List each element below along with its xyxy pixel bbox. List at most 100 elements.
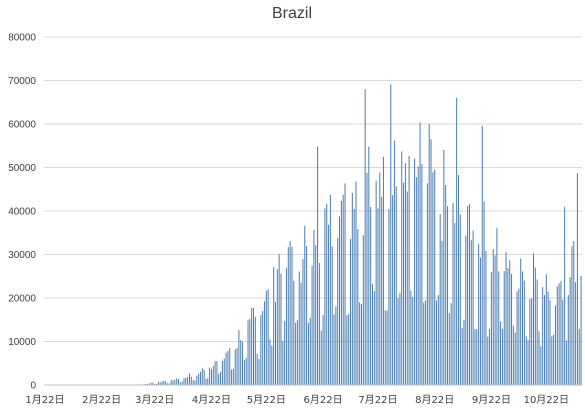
- bar: [558, 283, 560, 385]
- bar: [344, 183, 346, 385]
- bar: [452, 202, 454, 385]
- bar: [302, 259, 304, 385]
- bar: [512, 325, 514, 385]
- bar: [187, 377, 189, 385]
- bar: [339, 216, 341, 385]
- bar: [161, 381, 163, 385]
- bar: [282, 340, 284, 385]
- bar: [198, 373, 200, 385]
- bar: [284, 321, 286, 385]
- bar: [432, 172, 434, 385]
- bar: [285, 267, 287, 385]
- bar: [468, 204, 470, 385]
- bar: [430, 139, 432, 385]
- bar: [414, 158, 416, 385]
- bar: [536, 279, 538, 385]
- bar: [357, 229, 359, 385]
- bar: [296, 320, 298, 385]
- bar: [368, 146, 370, 385]
- bar: [425, 300, 427, 385]
- bar: [500, 321, 502, 385]
- bar: [463, 319, 465, 385]
- bar: [545, 274, 547, 385]
- bar: [437, 294, 439, 385]
- bar: [531, 298, 533, 385]
- y-tick-label: 50000: [8, 163, 36, 174]
- bar: [165, 381, 167, 385]
- bar: [172, 380, 174, 385]
- bar: [410, 290, 412, 385]
- bar: [445, 184, 447, 385]
- bar: [307, 322, 309, 385]
- y-tick-label: 30000: [8, 250, 36, 261]
- bar: [317, 146, 319, 385]
- y-tick-label: 70000: [8, 76, 36, 87]
- bar: [212, 366, 214, 385]
- y-tick-label: 80000: [8, 33, 36, 44]
- bar: [146, 383, 148, 385]
- bar: [479, 257, 481, 385]
- bar: [254, 316, 256, 385]
- bar: [223, 358, 225, 385]
- bar: [145, 383, 147, 385]
- bar: [333, 314, 335, 385]
- bar: [472, 230, 474, 385]
- bar: [542, 287, 544, 385]
- bar: [148, 383, 150, 385]
- bar: [159, 382, 161, 385]
- bar: [571, 246, 573, 385]
- bar: [190, 376, 192, 385]
- bar: [203, 369, 205, 385]
- bar: [238, 330, 240, 385]
- bar: [170, 379, 172, 385]
- bar: [474, 329, 476, 385]
- bar: [231, 369, 233, 385]
- bar: [371, 284, 373, 385]
- bar: [227, 350, 229, 385]
- bar: [360, 304, 362, 385]
- bar: [298, 271, 300, 385]
- bar: [461, 327, 463, 385]
- bar: [534, 267, 536, 385]
- bar: [514, 332, 516, 385]
- bar: [573, 241, 575, 385]
- bar: [578, 328, 580, 385]
- bar: [379, 172, 381, 385]
- bar: [490, 272, 492, 385]
- bar: [564, 206, 566, 385]
- y-tick-label: 40000: [8, 207, 36, 218]
- bar: [406, 191, 408, 385]
- x-tick-label: 4月22日: [192, 394, 231, 406]
- bar: [264, 301, 266, 385]
- bar: [304, 225, 306, 385]
- bar: [457, 175, 459, 385]
- bar: [351, 192, 353, 385]
- bar: [476, 329, 478, 385]
- bar: [178, 379, 180, 385]
- bar: [494, 255, 496, 385]
- bar: [373, 290, 375, 385]
- bar: [271, 345, 273, 385]
- bar: [278, 253, 280, 385]
- bar: [443, 150, 445, 385]
- bar: [580, 275, 582, 385]
- bar: [382, 156, 384, 385]
- bar: [569, 277, 571, 385]
- bar: [377, 208, 379, 385]
- bar: [179, 382, 181, 385]
- bar: [489, 328, 491, 385]
- bar: [306, 246, 308, 385]
- bar: [487, 336, 489, 385]
- bar: [553, 334, 555, 385]
- bar: [511, 273, 513, 385]
- bar: [150, 382, 152, 385]
- bar: [492, 249, 494, 385]
- bar: [269, 339, 271, 385]
- x-tick-label: 9月22日: [472, 394, 511, 406]
- bar: [300, 282, 302, 385]
- bar: [470, 240, 472, 385]
- bar: [236, 348, 238, 385]
- bar: [439, 214, 441, 385]
- bar: [478, 244, 480, 385]
- bar: [448, 313, 450, 385]
